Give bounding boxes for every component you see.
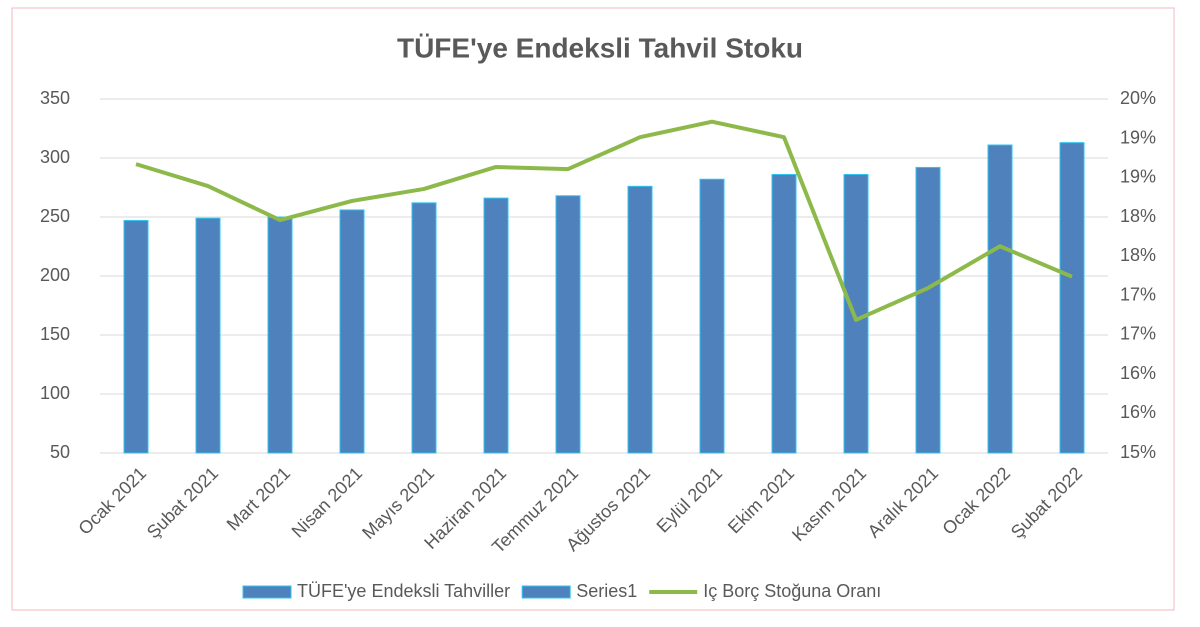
- bar: [987, 144, 1013, 454]
- y2-tick-label: 16%: [1120, 363, 1156, 383]
- y2-tick-label: 17%: [1120, 324, 1156, 344]
- bar: [915, 166, 941, 454]
- y-tick-label: 100: [40, 383, 70, 403]
- chart-title: TÜFE'ye Endeksli Tahvil Stoku: [397, 32, 803, 63]
- legend-label: Iç Borç Stoğuna Oranı: [703, 581, 881, 601]
- y2-tick-label: 16%: [1120, 402, 1156, 422]
- legend-swatch: [242, 585, 292, 599]
- y-tick-label: 300: [40, 147, 70, 167]
- bar: [483, 197, 509, 454]
- y-tick-label: 250: [40, 206, 70, 226]
- bar: [123, 220, 149, 454]
- y2-tick-label: 20%: [1120, 88, 1156, 108]
- bar: [843, 174, 869, 454]
- legend-swatch: [521, 585, 571, 599]
- bar: [411, 202, 437, 454]
- bar: [555, 195, 581, 454]
- y-tick-label: 350: [40, 88, 70, 108]
- bar: [267, 216, 293, 454]
- y-tick-label: 200: [40, 265, 70, 285]
- y2-tick-label: 17%: [1120, 285, 1156, 305]
- y2-tick-label: 18%: [1120, 245, 1156, 265]
- bar: [195, 217, 221, 454]
- bar: [699, 178, 725, 454]
- y2-tick-label: 18%: [1120, 206, 1156, 226]
- bar: [339, 209, 365, 454]
- legend-label: TÜFE'ye Endeksli Tahviller: [297, 581, 510, 601]
- bar: [1059, 142, 1085, 454]
- y2-tick-label: 19%: [1120, 127, 1156, 147]
- y2-tick-label: 15%: [1120, 442, 1156, 462]
- line: [135, 119, 1073, 322]
- y-tick-label: 50: [50, 442, 70, 462]
- legend-label: Series1: [576, 581, 637, 601]
- bar: [627, 185, 653, 454]
- y2-tick-label: 19%: [1120, 166, 1156, 186]
- y-tick-label: 150: [40, 324, 70, 344]
- bar: [771, 174, 797, 454]
